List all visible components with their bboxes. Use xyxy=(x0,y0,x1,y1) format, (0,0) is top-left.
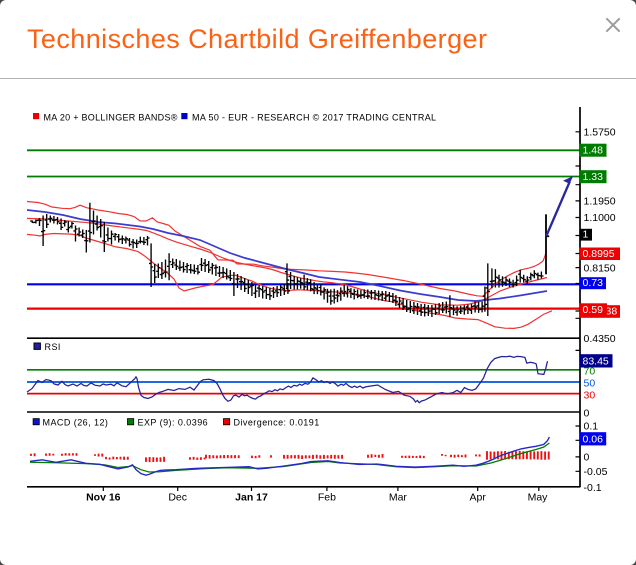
svg-text:0.1: 0.1 xyxy=(584,421,599,433)
svg-text:0: 0 xyxy=(584,408,590,420)
svg-text:1.33: 1.33 xyxy=(583,171,604,183)
svg-text:30: 30 xyxy=(584,389,596,401)
svg-text:38: 38 xyxy=(606,306,618,318)
svg-text:1.5750: 1.5750 xyxy=(584,126,616,138)
svg-text:0.59: 0.59 xyxy=(583,304,604,316)
svg-text:0.73: 0.73 xyxy=(583,277,604,289)
svg-text:Nov 16: Nov 16 xyxy=(86,492,121,504)
svg-text:0.06: 0.06 xyxy=(583,433,604,445)
svg-text:MACD (26, 12): MACD (26, 12) xyxy=(43,417,109,427)
svg-text:Jan 17: Jan 17 xyxy=(235,492,268,504)
svg-text:83.45: 83.45 xyxy=(583,356,609,368)
svg-text:MA 20 + BOLLINGER BANDS®: MA 20 + BOLLINGER BANDS® xyxy=(44,112,178,122)
svg-text:0.4350: 0.4350 xyxy=(584,333,616,345)
svg-text:Divergence: 0.0191: Divergence: 0.0191 xyxy=(234,417,320,427)
svg-text:Feb: Feb xyxy=(318,492,336,504)
svg-text:1.1000: 1.1000 xyxy=(584,212,616,224)
svg-text:1.1950: 1.1950 xyxy=(584,196,616,208)
svg-text:-0.1: -0.1 xyxy=(584,482,602,494)
svg-text:Dec: Dec xyxy=(168,492,187,504)
svg-text:70: 70 xyxy=(584,366,596,378)
svg-text:0.8995: 0.8995 xyxy=(583,248,615,260)
svg-text:1: 1 xyxy=(583,229,589,241)
svg-text:1.48: 1.48 xyxy=(583,145,604,157)
svg-text:0: 0 xyxy=(584,452,590,464)
svg-text:May: May xyxy=(528,492,549,504)
svg-text:Mar: Mar xyxy=(389,492,408,504)
svg-text:Apr: Apr xyxy=(470,492,487,504)
svg-text:0.8150: 0.8150 xyxy=(584,262,616,274)
svg-text:MA 50 - EUR - RESEARCH © 2017: MA 50 - EUR - RESEARCH © 2017 TRADING CE… xyxy=(192,112,436,122)
svg-text:EXP (9): 0.0396: EXP (9): 0.0396 xyxy=(138,417,209,427)
svg-text:50: 50 xyxy=(584,378,596,390)
svg-text:-0.05: -0.05 xyxy=(584,466,608,478)
svg-text:RSI: RSI xyxy=(45,342,61,352)
